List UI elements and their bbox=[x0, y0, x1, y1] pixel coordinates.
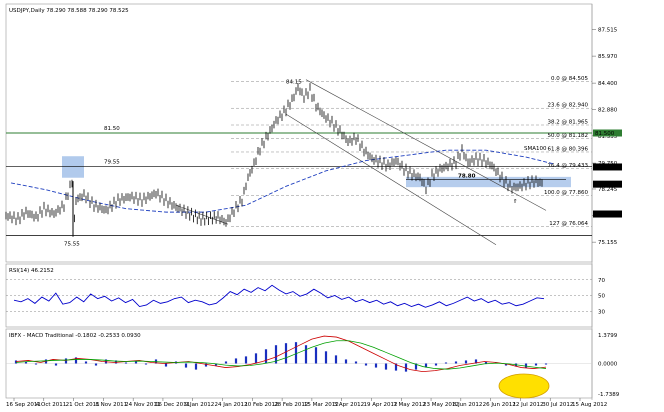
low-label: 75.55 bbox=[64, 241, 80, 247]
x-tick-label: 16 Sep 2011 bbox=[6, 402, 41, 408]
x-tick-label: 26 Jun 2012 bbox=[483, 402, 516, 408]
macd-highlight-ellipse bbox=[498, 373, 550, 399]
macd-tick-label: 1.3799 bbox=[598, 333, 618, 339]
channel-upper-line bbox=[305, 79, 547, 211]
price-badge bbox=[593, 163, 622, 171]
sma100-line bbox=[10, 149, 555, 213]
x-tick-label: 3 Apr 2012 bbox=[334, 402, 365, 408]
x-tick-label: 9 Jan 2012 bbox=[185, 402, 214, 408]
y-tick-label: 85.970 bbox=[598, 54, 618, 60]
y-tick-label: 75.155 bbox=[598, 240, 618, 246]
level-79-label: 79.55 bbox=[104, 160, 120, 166]
macd-tick-label: 0.0000 bbox=[598, 362, 618, 368]
fib-level-label: 0.0 @ 84.505 bbox=[551, 76, 588, 82]
x-tick-label: 7 May 2012 bbox=[393, 402, 425, 408]
x-tick-label: 24 Jan 2012 bbox=[215, 402, 248, 408]
rsi-level-label: 50 bbox=[598, 294, 605, 300]
fib-level-label: 50.0 @ 81.182 bbox=[548, 133, 589, 139]
price-badge bbox=[593, 129, 622, 137]
x-tick-label: 28 Feb 2012 bbox=[274, 402, 308, 408]
fib-level-label: 23.6 @ 82.940 bbox=[548, 103, 589, 109]
support-zone bbox=[406, 176, 571, 188]
macd-title: IBFX - MACD Traditional -0.1802 -0.2533 … bbox=[9, 333, 141, 339]
x-tick-label: 16 Dec 2011 bbox=[155, 402, 190, 408]
price-badge-text: 78.525 bbox=[595, 182, 615, 188]
chart-title: USDJPY,Daily 78.290 78.588 78.290 78.525 bbox=[9, 8, 129, 14]
x-tick-label: 4 Oct 2011 bbox=[36, 402, 67, 408]
price-badge-text: 81.500 bbox=[595, 131, 615, 137]
x-tick-label: 21 Oct 2011 bbox=[66, 402, 100, 408]
macd-tick-label: -1.7389 bbox=[598, 392, 620, 398]
x-tick-label: 15 Aug 2012 bbox=[572, 402, 607, 408]
up-arrow-label: ⇑ bbox=[513, 198, 518, 205]
rsi-title: RSI(14) 46.2152 bbox=[9, 268, 54, 274]
rsi-level-label: 70 bbox=[598, 278, 605, 284]
price-badge bbox=[593, 180, 622, 188]
fib-level-label: 38.2 @ 81.965 bbox=[548, 120, 589, 126]
high-label: 84.15 bbox=[286, 79, 302, 85]
x-tick-label: 12 Jul 2012 bbox=[512, 402, 543, 408]
y-tick-label: 84.400 bbox=[598, 81, 618, 87]
rsi-level-label: 30 bbox=[598, 309, 605, 315]
price-badge bbox=[593, 210, 622, 218]
x-tick-label: 24 Nov 2011 bbox=[125, 402, 160, 408]
level-81-label: 81.50 bbox=[104, 126, 120, 132]
x-tick-label: 15 Mar 2012 bbox=[304, 402, 339, 408]
fib-level-label: 127 @ 76.064 bbox=[549, 221, 588, 227]
level-78-label: 78.80 bbox=[458, 173, 476, 179]
price-badge-text: 76.790 bbox=[595, 212, 615, 218]
macd-line bbox=[15, 335, 547, 373]
channel-lower-line bbox=[285, 113, 497, 246]
y-tick-label: 87.515 bbox=[598, 28, 618, 34]
fib-level-label: 76.4 @ 79.433 bbox=[548, 163, 589, 169]
x-tick-label: 19 Apr 2012 bbox=[363, 402, 397, 408]
macd-signal-line bbox=[15, 340, 547, 370]
rsi-line bbox=[13, 284, 545, 308]
y-tick-label: 82.880 bbox=[598, 107, 618, 113]
x-tick-label: 8 Nov 2011 bbox=[95, 402, 127, 408]
x-tick-label: 23 May 2012 bbox=[423, 402, 459, 408]
sma-label: SMA100 bbox=[524, 146, 547, 152]
x-tick-label: 8 Jun 2012 bbox=[453, 402, 483, 408]
y-tick-label: 81.335 bbox=[598, 134, 618, 140]
x-tick-label: 30 Jul 2012 bbox=[542, 402, 573, 408]
x-tick-label: 10 Feb 2012 bbox=[244, 402, 278, 408]
fib-level-label: 61.8 @ 80.396 bbox=[548, 146, 589, 152]
y-tick-label: 78.245 bbox=[598, 187, 618, 193]
trend-line-low bbox=[175, 204, 229, 225]
fib-level-label: 100.0 @ 77.860 bbox=[544, 190, 588, 196]
price-badge-text: 79.525 bbox=[595, 165, 615, 171]
resistance-box bbox=[62, 156, 84, 178]
